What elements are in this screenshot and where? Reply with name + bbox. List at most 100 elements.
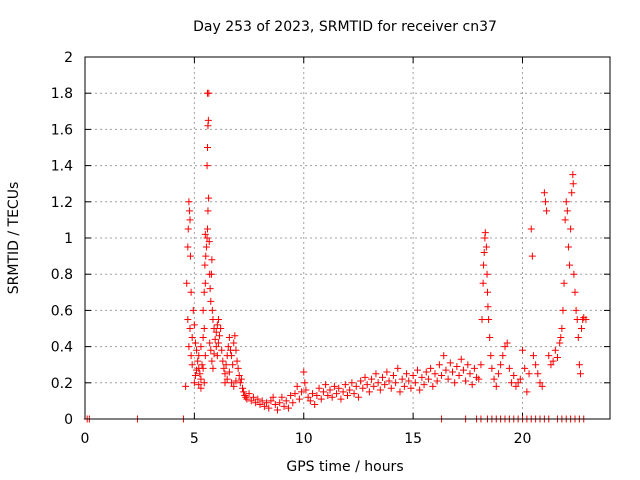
data-point xyxy=(203,234,211,242)
data-point xyxy=(306,397,314,405)
data-point xyxy=(487,352,495,360)
data-point xyxy=(407,384,415,392)
data-point xyxy=(466,370,474,378)
data-point xyxy=(540,189,548,197)
data-point xyxy=(260,402,268,410)
data-point xyxy=(497,361,505,369)
data-point xyxy=(199,364,207,372)
data-point xyxy=(534,370,542,378)
data-point xyxy=(344,391,351,399)
data-point xyxy=(398,375,406,383)
data-point xyxy=(230,382,238,390)
data-points xyxy=(83,89,590,423)
data-point xyxy=(216,332,224,340)
data-point xyxy=(196,370,204,378)
data-point xyxy=(547,361,555,369)
data-point xyxy=(289,399,297,407)
y-tick-label: 0.8 xyxy=(51,267,73,283)
data-point xyxy=(267,397,275,405)
y-tick-label: 1.2 xyxy=(51,195,73,211)
data-point xyxy=(200,325,208,332)
data-point xyxy=(387,384,395,392)
data-point xyxy=(484,288,491,296)
data-point xyxy=(256,401,264,409)
data-point xyxy=(512,382,520,390)
data-point xyxy=(370,382,378,390)
data-point xyxy=(207,270,215,278)
data-point xyxy=(554,353,561,361)
x-axis-title: GPS time / hours xyxy=(286,459,403,475)
data-point xyxy=(551,346,559,354)
data-point xyxy=(435,361,443,369)
data-point xyxy=(235,372,243,380)
data-point xyxy=(354,393,362,401)
data-point xyxy=(389,372,397,380)
data-point xyxy=(449,368,456,376)
data-point xyxy=(223,375,231,383)
y-tick-label: 0.2 xyxy=(51,376,73,392)
data-point xyxy=(470,364,478,372)
data-point xyxy=(575,361,583,369)
data-point xyxy=(558,325,566,332)
data-point xyxy=(431,370,439,378)
data-point xyxy=(574,334,582,342)
data-point xyxy=(335,384,343,392)
data-point xyxy=(209,364,217,372)
data-point xyxy=(224,343,232,351)
data-point xyxy=(446,359,454,367)
data-point xyxy=(217,325,225,332)
data-point xyxy=(287,391,295,399)
data-point xyxy=(341,381,349,389)
data-point xyxy=(333,390,341,398)
data-point xyxy=(221,370,229,378)
data-point xyxy=(291,390,299,398)
data-point xyxy=(396,388,404,396)
data-point xyxy=(486,334,494,342)
data-point xyxy=(218,346,226,354)
data-point xyxy=(212,328,220,336)
data-point xyxy=(394,364,402,372)
data-point xyxy=(225,368,233,376)
data-point xyxy=(242,393,250,401)
data-point xyxy=(191,339,199,347)
data-point xyxy=(197,343,205,351)
data-point xyxy=(204,144,211,151)
data-point xyxy=(464,361,472,369)
data-point xyxy=(330,382,338,390)
data-point xyxy=(220,364,228,372)
data-point xyxy=(400,382,408,390)
data-point xyxy=(232,377,240,385)
data-point xyxy=(195,352,203,360)
data-point xyxy=(284,404,292,412)
data-point xyxy=(409,372,417,380)
data-point xyxy=(379,373,386,381)
data-point xyxy=(208,306,216,314)
data-point xyxy=(200,288,208,296)
data-point xyxy=(480,248,488,256)
data-point xyxy=(459,366,467,374)
data-point xyxy=(572,306,580,314)
data-point xyxy=(557,334,565,342)
data-point xyxy=(274,406,281,414)
data-point xyxy=(416,386,424,394)
data-point xyxy=(569,180,577,188)
data-point xyxy=(201,279,209,287)
data-point xyxy=(510,372,518,380)
data-point xyxy=(359,384,367,392)
data-point xyxy=(549,357,557,365)
data-point xyxy=(280,402,288,410)
data-point xyxy=(566,261,574,269)
data-point xyxy=(234,364,242,372)
data-point xyxy=(214,339,222,347)
data-point xyxy=(269,393,277,401)
data-point xyxy=(514,379,522,387)
data-point xyxy=(339,388,347,396)
data-point xyxy=(424,375,432,383)
x-tick-label: 10 xyxy=(295,431,313,447)
data-point xyxy=(352,382,360,390)
data-point xyxy=(213,352,221,360)
data-point xyxy=(482,243,490,251)
data-point xyxy=(453,363,461,371)
data-point xyxy=(249,393,257,401)
data-point xyxy=(516,375,524,383)
